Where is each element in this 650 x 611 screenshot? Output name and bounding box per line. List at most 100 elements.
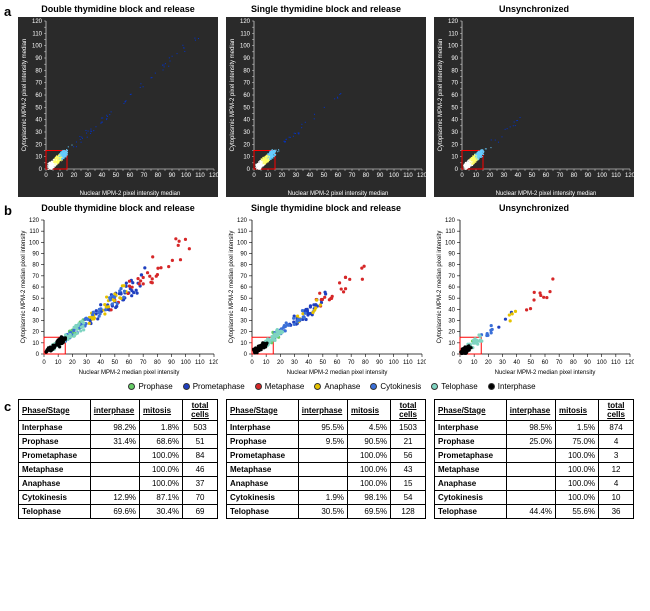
table-header: mitosis [556, 400, 599, 421]
table-cell: 9.5% [298, 435, 347, 449]
svg-text:20: 20 [35, 142, 42, 148]
svg-text:30: 30 [85, 173, 92, 179]
svg-text:90: 90 [32, 252, 39, 258]
row-header: Prophase [435, 435, 507, 449]
table-cell: 87.1% [140, 491, 183, 505]
table-row: Cytokinesis1.9%98.1%54 [227, 491, 426, 505]
table-cell: 46 [183, 463, 218, 477]
row-header: Cytokinesis [435, 491, 507, 505]
svg-text:100: 100 [32, 44, 43, 50]
panel-a-title: Unsynchronized [434, 4, 634, 15]
svg-text:Cytoplasmic MPM-2 pixel intens: Cytoplasmic MPM-2 pixel intensity median [230, 39, 236, 152]
row-header: Prophase [19, 435, 91, 449]
legend-item: Metaphase [255, 382, 305, 391]
svg-text:60: 60 [542, 360, 549, 366]
table-cell: 1503 [391, 421, 426, 435]
svg-text:Nuclear MPM-2 pixel intensity: Nuclear MPM-2 pixel intensity median [80, 191, 181, 197]
table-cell [506, 491, 555, 505]
svg-text:100: 100 [181, 360, 192, 366]
row-header: Interphase [19, 421, 91, 435]
legend-swatch [488, 383, 495, 390]
svg-text:40: 40 [240, 307, 247, 313]
svg-text:20: 20 [448, 330, 455, 336]
row-header: Prometaphase [19, 449, 91, 463]
svg-text:0: 0 [250, 360, 254, 366]
svg-text:50: 50 [32, 296, 39, 302]
svg-text:80: 80 [35, 68, 42, 74]
svg-text:30: 30 [451, 130, 458, 136]
svg-text:110: 110 [195, 173, 205, 179]
svg-text:30: 30 [291, 360, 298, 366]
table-row: Interphase98.2%1.8%503 [19, 421, 218, 435]
table-row: Anaphase100.0%37 [19, 477, 218, 491]
svg-text:110: 110 [195, 360, 205, 366]
legend-label: Cytokinesis [380, 382, 421, 391]
svg-text:90: 90 [448, 252, 455, 258]
table-cell [90, 477, 139, 491]
svg-text:20: 20 [485, 360, 492, 366]
svg-text:80: 80 [240, 263, 247, 269]
table-cell: 98.5% [506, 421, 555, 435]
svg-text:50: 50 [529, 173, 536, 179]
row-header: Prophase [227, 435, 299, 449]
table-cell: 100.0% [348, 463, 391, 477]
legend-label: Prophase [138, 382, 172, 391]
svg-text:70: 70 [141, 173, 148, 179]
svg-text:100: 100 [597, 173, 608, 179]
svg-text:120: 120 [625, 360, 634, 366]
svg-text:120: 120 [237, 218, 248, 224]
legend-label: Anaphase [324, 382, 360, 391]
svg-text:70: 70 [32, 274, 39, 280]
svg-text:0: 0 [452, 352, 456, 358]
svg-text:10: 10 [473, 173, 480, 179]
svg-text:100: 100 [389, 173, 400, 179]
table-cell: 37 [183, 477, 218, 491]
svg-text:30: 30 [499, 360, 506, 366]
svg-text:60: 60 [240, 285, 247, 291]
svg-text:70: 70 [243, 81, 250, 87]
svg-text:0: 0 [36, 352, 40, 358]
legend-item: Prophase [128, 382, 172, 391]
svg-text:120: 120 [417, 173, 426, 179]
svg-text:90: 90 [585, 173, 592, 179]
table-header: Phase/Stage [227, 400, 299, 421]
table-cell: 100.0% [556, 477, 599, 491]
svg-text:20: 20 [487, 173, 494, 179]
svg-text:20: 20 [240, 330, 247, 336]
svg-text:100: 100 [389, 360, 400, 366]
legend-swatch [431, 383, 438, 390]
svg-text:30: 30 [501, 173, 508, 179]
table-header: Phase/Stage [435, 400, 507, 421]
table-cell: 100.0% [140, 477, 183, 491]
svg-text:30: 30 [32, 319, 39, 325]
svg-text:10: 10 [471, 360, 478, 366]
svg-text:70: 70 [556, 360, 563, 366]
table-cell: 30.4% [140, 505, 183, 519]
table-row: Prometaphase100.0%3 [435, 449, 634, 463]
table-cell [506, 449, 555, 463]
row-header: Interphase [435, 421, 507, 435]
table-cell: 69.6% [90, 505, 139, 519]
table-cell: 4 [599, 477, 634, 491]
svg-text:120: 120 [417, 360, 426, 366]
svg-text:90: 90 [243, 56, 250, 62]
legend-item: Cytokinesis [370, 382, 421, 391]
svg-text:40: 40 [513, 360, 520, 366]
legend-item: Anaphase [314, 382, 360, 391]
svg-text:30: 30 [83, 360, 90, 366]
table-cell: 1.5% [556, 421, 599, 435]
table-cell [506, 463, 555, 477]
svg-text:120: 120 [445, 218, 456, 224]
svg-text:80: 80 [155, 173, 162, 179]
svg-text:20: 20 [451, 142, 458, 148]
svg-text:70: 70 [451, 81, 458, 87]
svg-text:70: 70 [140, 360, 147, 366]
svg-text:110: 110 [448, 31, 458, 37]
svg-text:Nuclear MPM-2 median pixel int: Nuclear MPM-2 median pixel intensity [287, 370, 388, 376]
svg-text:10: 10 [32, 341, 39, 347]
svg-text:40: 40 [32, 307, 39, 313]
svg-text:40: 40 [99, 173, 106, 179]
svg-text:10: 10 [243, 155, 250, 161]
svg-text:80: 80 [571, 173, 578, 179]
svg-text:70: 70 [348, 360, 355, 366]
